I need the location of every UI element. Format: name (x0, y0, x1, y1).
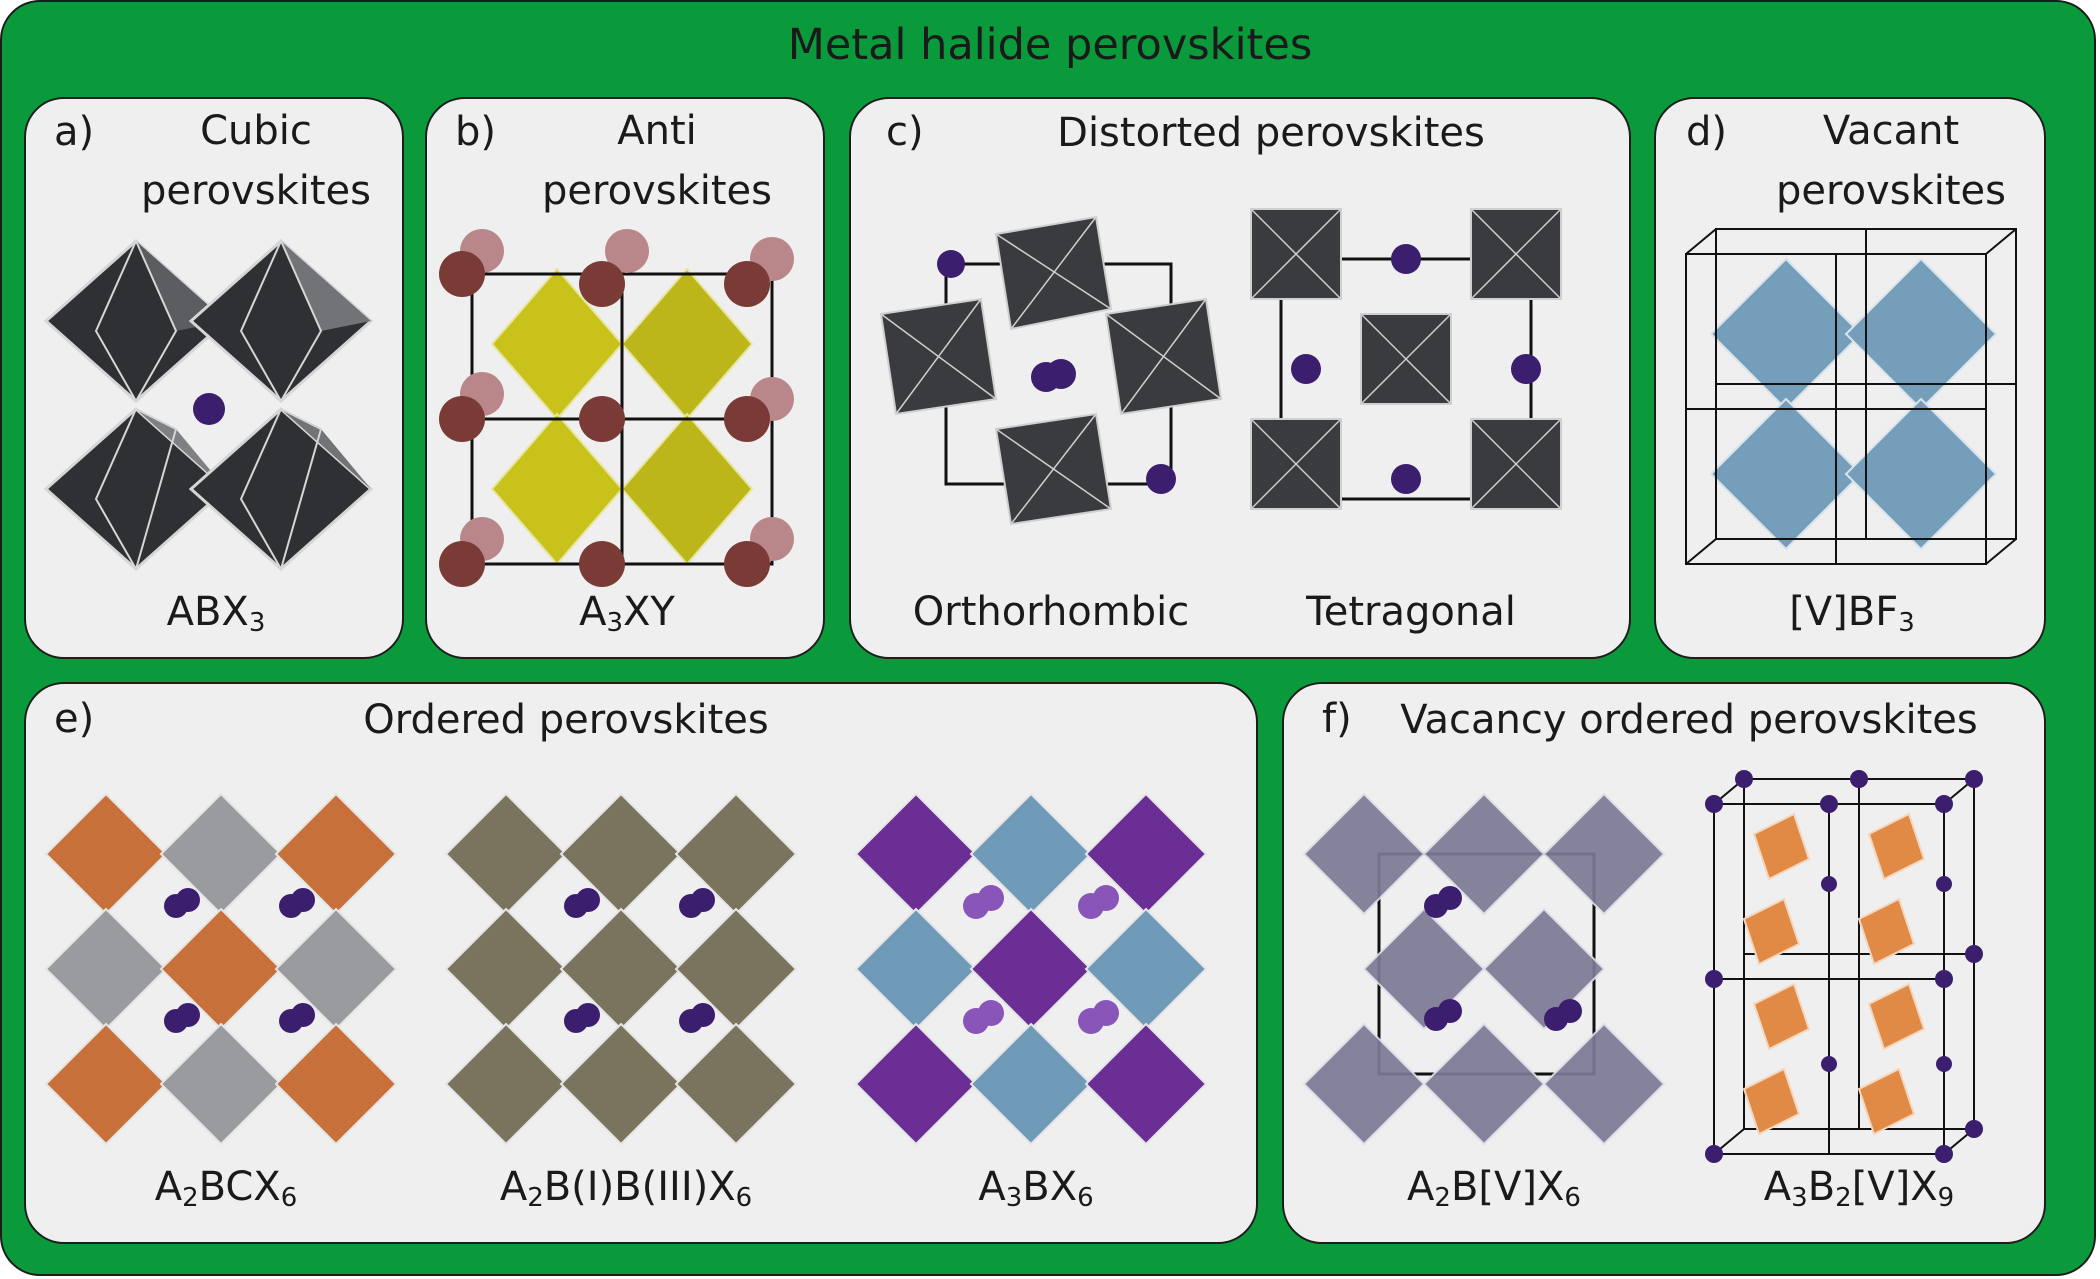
octahedron (1302, 792, 1666, 1146)
octahedron (43, 406, 229, 572)
cubic-perovskite-structure (43, 238, 374, 572)
unit-cell-frame (1685, 228, 2017, 565)
panel-a-title-line1: Cubic (200, 108, 312, 154)
panel-e-label: e) (54, 696, 95, 742)
panel-d-formula: [V]BF3 (1789, 589, 1915, 638)
a-site-atom (1705, 770, 1983, 1163)
octahedron (490, 267, 754, 566)
octahedron (854, 792, 1208, 1146)
a-site-atom (937, 250, 1176, 494)
panel-b-title: Anti perovskites (507, 101, 807, 221)
b1-b3-double-perovskite-structure (444, 792, 798, 1146)
anti-perovskite-structure (439, 229, 794, 587)
panel-a-label: a) (54, 109, 95, 155)
panel-b-title-line2: perovskites (542, 168, 772, 214)
panel-c-distorted: c) Distorted perovskites (849, 97, 1631, 659)
panel-f-label: f) (1322, 696, 1352, 742)
octahedron (444, 792, 798, 1146)
octahedron (188, 238, 374, 404)
panel-b-title-line1: Anti (617, 108, 697, 154)
panel-d-title: Vacant perovskites (1746, 101, 2036, 221)
y-site-atom (439, 251, 770, 587)
panel-b-anti: b) Anti perovskites A3XY (425, 97, 825, 659)
panel-f-title: Vacancy ordered perovskites (1400, 697, 1978, 743)
panel-f-formula-2: A3B2[V]X9 (1763, 1164, 1955, 1213)
a-site-atom (164, 888, 315, 1033)
double-perovskite-structure (44, 792, 398, 1146)
panel-f-vacancy-ordered: f) Vacancy ordered perovskites (1282, 682, 2046, 1244)
a-site-atom (1424, 886, 1582, 1031)
a3bx6-structure (854, 792, 1208, 1146)
a-site-atom (963, 885, 1119, 1034)
panel-c-label: c) (886, 109, 924, 155)
a-site-atom (564, 888, 715, 1033)
orthorhombic-label: Orthorhombic (912, 589, 1190, 635)
panel-a-title-line2: perovskites (141, 168, 371, 214)
tetragonal-structure (1250, 208, 1562, 510)
panel-e-formula-3: A3BX6 (978, 1164, 1094, 1213)
panel-a-cubic: a) Cubic perovskites ABX3 (24, 97, 404, 659)
panel-c-title: Distorted perovskites (1057, 110, 1485, 156)
orthorhombic-structure (879, 215, 1223, 526)
panel-d-title-line2: perovskites (1776, 168, 2006, 214)
panel-a-formula: ABX3 (166, 589, 266, 638)
panel-a-title: Cubic perovskites (116, 101, 396, 221)
octahedron (1709, 257, 1998, 551)
panel-e-formula-2: A2B(I)B(III)X6 (499, 1164, 753, 1213)
panel-e-formula-1: A2BCX6 (154, 1164, 298, 1213)
tetragonal-label: Tetragonal (1306, 589, 1516, 635)
panel-d-vacant: d) Vacant perovskites [V]BF3 (1654, 97, 2046, 659)
figure-title: Metal halide perovskites (787, 20, 1313, 70)
octahedron (1742, 812, 1926, 1136)
octahedron (44, 792, 398, 1146)
a3b2vx9-structure (1705, 770, 1983, 1163)
panel-e-title: Ordered perovskites (363, 697, 769, 743)
panel-b-label: b) (455, 109, 496, 155)
a2bvx6-structure (1302, 792, 1666, 1146)
panel-e-ordered: e) Ordered perovskites (24, 682, 1258, 1244)
panel-f-formula-1: A2B[V]X6 (1407, 1164, 1581, 1213)
panel-d-title-line1: Vacant (1822, 108, 1960, 154)
panel-b-formula: A3XY (579, 589, 675, 638)
octahedron (188, 406, 374, 572)
a-site-atom (193, 393, 225, 425)
vacant-perovskite-structure (1685, 228, 2017, 565)
a-site-atom (1291, 244, 1541, 494)
panel-d-label: d) (1686, 109, 1727, 155)
